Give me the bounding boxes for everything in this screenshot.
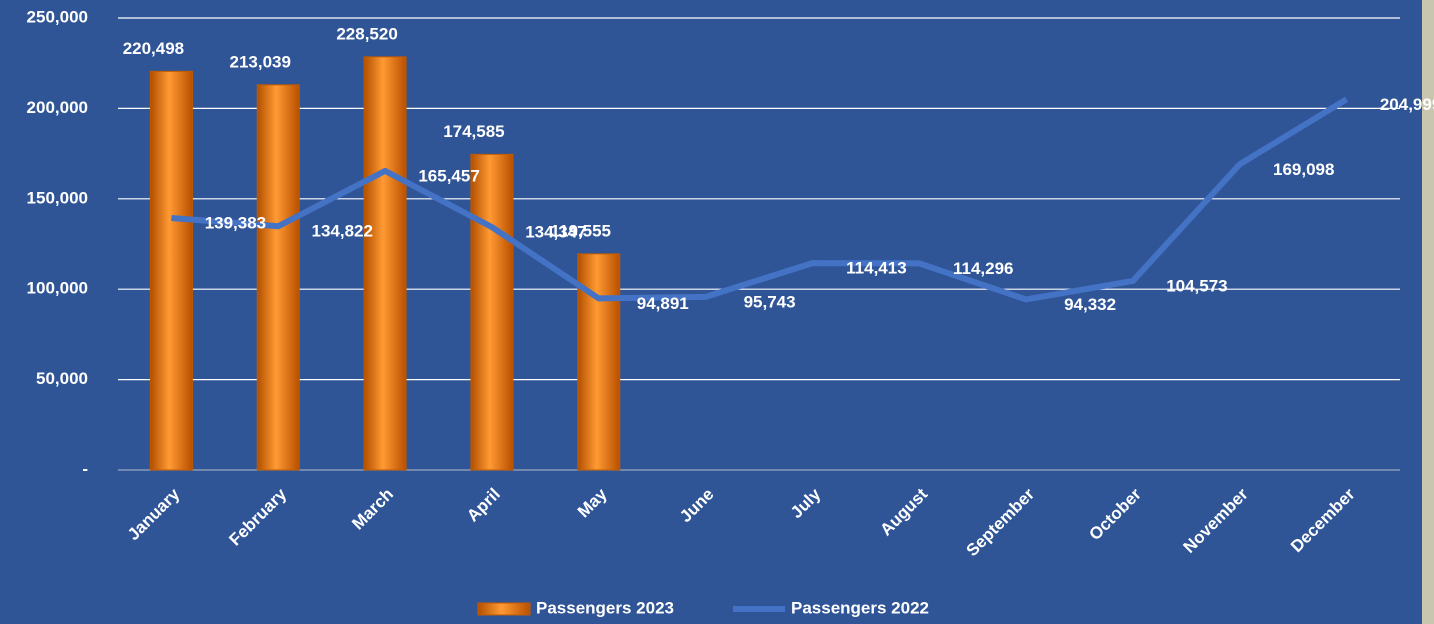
line-value-label: 165,457 [418, 166, 479, 185]
bar [256, 84, 300, 471]
line-value-label: 114,296 [953, 259, 1014, 278]
bar-value-label: 228,520 [336, 24, 397, 43]
line-value-label: 134,822 [312, 222, 373, 241]
bar-value-label: 174,585 [443, 122, 504, 141]
bar-value-label: 220,498 [123, 39, 184, 58]
bar-value-label: 119,555 [550, 221, 611, 240]
bar [149, 70, 193, 471]
bar [470, 153, 514, 471]
y-tick-label: 50,000 [36, 369, 88, 388]
legend-label: Passengers 2023 [536, 598, 674, 617]
line-value-label: 94,891 [637, 294, 689, 313]
line-value-label: 95,743 [744, 292, 796, 311]
line-value-label: 94,332 [1064, 295, 1116, 314]
y-tick-label: 200,000 [27, 98, 88, 117]
bar [363, 56, 407, 471]
line [171, 96, 1349, 303]
y-tick-label: 250,000 [27, 7, 88, 26]
line-value-label: 104,573 [1166, 276, 1227, 295]
line-value-label: 114,413 [846, 259, 907, 278]
legend-swatch [477, 602, 531, 616]
line-value-label: 139,383 [205, 213, 266, 232]
y-tick-label: 100,000 [27, 279, 88, 298]
legend-label: Passengers 2022 [791, 598, 929, 617]
y-tick-label: 150,000 [27, 188, 88, 207]
side-strip [1422, 0, 1434, 624]
y-tick-label: - [82, 459, 88, 478]
bar-value-label: 213,039 [230, 52, 291, 71]
line-value-label: 204,999 [1380, 95, 1434, 114]
line-value-label: 169,098 [1273, 160, 1334, 179]
line-value-label: 134,347 [525, 223, 586, 242]
